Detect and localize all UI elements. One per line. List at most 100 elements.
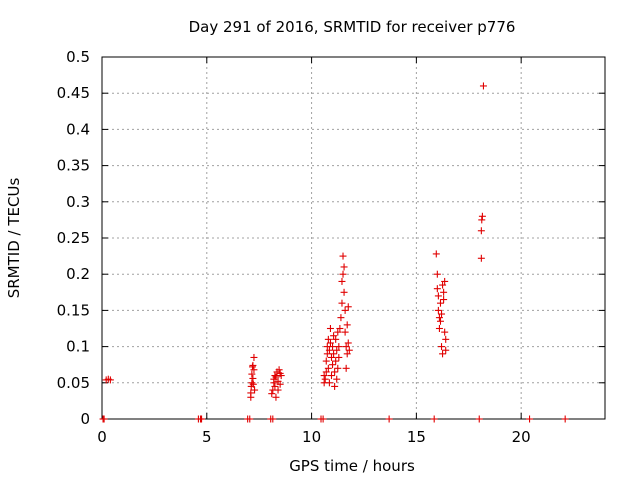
data-point [477, 254, 485, 262]
y-tick-label: 0.5 [66, 48, 90, 66]
data-point [334, 364, 342, 372]
data-point [434, 292, 442, 300]
data-point [341, 306, 349, 314]
y-tick-label: 0.35 [57, 157, 90, 175]
data-point [326, 325, 334, 332]
data-point [334, 328, 342, 336]
data-point [332, 335, 340, 343]
data-point [247, 389, 255, 397]
y-tick-label: 0 [80, 410, 90, 428]
data-point [342, 364, 350, 372]
data-point [327, 372, 335, 380]
y-tick-label: 0.15 [57, 301, 90, 319]
data-point [246, 415, 254, 423]
data-point [475, 415, 483, 423]
data-point [272, 393, 280, 401]
data-point [477, 227, 485, 235]
data-point [432, 250, 440, 258]
data-points [99, 82, 569, 423]
data-point [440, 296, 448, 304]
data-point [343, 350, 351, 358]
data-point [478, 216, 486, 224]
data-point [479, 82, 487, 90]
data-point [276, 380, 284, 388]
data-point [333, 375, 341, 383]
data-point [434, 306, 442, 314]
data-point [330, 332, 338, 340]
data-point [430, 415, 438, 423]
data-point [324, 335, 332, 343]
data-point [438, 310, 446, 318]
data-point [249, 380, 257, 388]
data-point [320, 372, 328, 380]
data-point [326, 339, 334, 347]
data-point [478, 212, 486, 220]
y-axis-label: SRMTID / TECUs [5, 178, 23, 299]
y-tick-label: 0.2 [66, 265, 90, 283]
data-point [327, 353, 335, 361]
data-point [100, 415, 108, 423]
axis-ticks: 0 0.05 0.1 0.15 0.2 0.25 0.3 0.35 0.4 0.45 0.5 0 5 10… [57, 48, 605, 446]
data-point [338, 299, 346, 307]
data-point [561, 415, 569, 423]
data-point [323, 350, 331, 358]
data-point [333, 346, 341, 354]
data-point [385, 415, 393, 423]
data-point [438, 343, 446, 351]
data-point [340, 263, 348, 271]
data-point [436, 317, 444, 325]
data-point [322, 357, 330, 365]
data-point [435, 325, 443, 332]
y-tick-label: 0.4 [66, 120, 90, 138]
data-point [526, 415, 534, 423]
data-point [319, 415, 327, 423]
data-point [271, 372, 279, 380]
x-tick-label: 15 [407, 428, 426, 446]
data-point [275, 366, 283, 374]
data-point [331, 382, 339, 390]
data-point [322, 368, 330, 376]
data-point [248, 370, 256, 378]
data-point [442, 346, 450, 354]
data-point [342, 343, 350, 351]
data-point [442, 335, 450, 343]
data-point [338, 277, 346, 285]
y-tick-label: 0.05 [57, 374, 90, 392]
x-tick-label: 10 [302, 428, 321, 446]
data-point [198, 415, 206, 423]
data-point [436, 299, 444, 307]
data-point [106, 376, 114, 384]
data-point [345, 346, 353, 354]
data-point [341, 328, 349, 336]
data-point [321, 375, 329, 383]
plot-frame [101, 56, 606, 420]
data-point [250, 366, 258, 374]
x-axis-label: GPS time / hours [289, 457, 415, 475]
data-point [251, 386, 259, 394]
data-point [435, 314, 443, 322]
data-point [249, 361, 257, 369]
data-point [344, 339, 352, 347]
data-point [269, 415, 277, 423]
data-point [325, 346, 333, 354]
y-tick-label: 0.3 [66, 193, 90, 211]
data-point [441, 328, 449, 336]
data-point [339, 270, 347, 278]
data-point [329, 361, 337, 369]
data-point [336, 325, 344, 332]
data-point [335, 343, 343, 351]
x-tick-label: 20 [512, 428, 531, 446]
data-point [331, 368, 339, 376]
y-tick-label: 0.1 [66, 338, 90, 356]
y-tick-label: 0.45 [57, 84, 90, 102]
data-point [439, 350, 447, 358]
x-tick-label: 0 [97, 428, 107, 446]
data-point [274, 386, 282, 394]
data-point [272, 373, 280, 381]
data-point [335, 353, 343, 361]
data-point [277, 372, 285, 380]
data-point [268, 390, 276, 398]
x-tick-label: 5 [202, 428, 212, 446]
data-point [440, 288, 448, 296]
